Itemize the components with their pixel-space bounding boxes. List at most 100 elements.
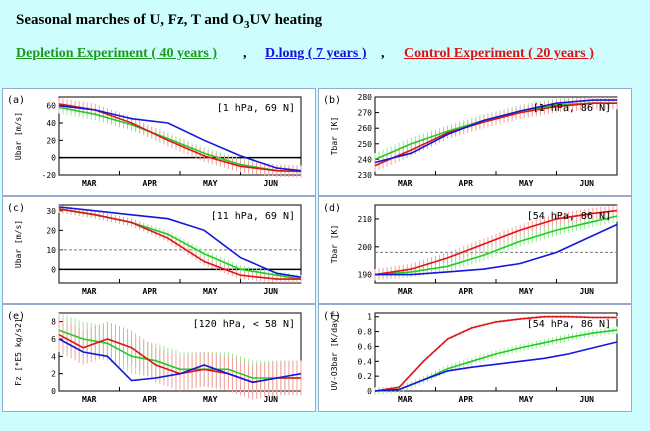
chart-b: 230 240 250 260 270 280 MAR APR MAY JUN (b) [1 hPa,…: [323, 93, 618, 188]
panel-e: 0 2 4 6 8 MAR APR MAY JUN (e) [120 hPa, < 58 N] Fz …: [2, 304, 316, 412]
y-tick-label: 10: [46, 246, 56, 255]
y-axis-label: UV-O3bar [K/day]: [330, 313, 339, 390]
panel-annotation: [54 hPa, 86 N]: [527, 211, 611, 222]
y-tick-label: 200: [358, 243, 373, 252]
chart-e: 0 2 4 6 8 MAR APR MAY JUN (e) [120 hPa, < 58 N] Fz …: [7, 311, 302, 404]
x-tick-label: MAR: [82, 395, 97, 404]
chart-f: 0 0.2 0.4 0.6 0.8 1 MAR APR MAY JUN (f) [54 hPa, 86…: [323, 311, 618, 404]
y-tick-label: 30: [46, 207, 56, 216]
y-tick-label: 20: [46, 226, 56, 235]
y-tick-label: 270: [358, 109, 373, 118]
legend-separator: ,: [243, 46, 247, 61]
x-tick-label: APR: [143, 395, 158, 404]
series-line-dlong: [374, 341, 618, 392]
x-tick-label: MAR: [82, 287, 97, 296]
x-tick-label: MAR: [398, 395, 413, 404]
panel-annotation: [1 hPa, 86 N]: [533, 103, 611, 114]
y-tick-label: 260: [358, 124, 373, 133]
page-title: Seasonal marches of U, Fz, T and O3UV he…: [16, 12, 323, 31]
series-line-dlong: [58, 338, 302, 384]
chart-d: 190 200 210 MAR APR MAY JUN (d) [54 hPa, 86 N] Tb…: [323, 203, 618, 296]
y-tick-label: 6: [51, 335, 56, 344]
series-line-dlong: [374, 99, 617, 164]
y-tick-label: 2: [51, 370, 56, 379]
y-axis-label: Ubar [m/s]: [14, 220, 23, 268]
x-tick-label: JUN: [264, 179, 279, 188]
panel-label: (e): [7, 311, 25, 322]
panel-c: 0 10 20 30 MAR APR MAY JUN (c) [11 hPa, 69 N] Ubar…: [2, 196, 316, 304]
panel-label: (c): [7, 203, 25, 214]
y-tick-label: 240: [358, 155, 373, 164]
y-axis-label: Fz [*E5 kg/s2]: [14, 318, 23, 385]
series-line-control: [58, 208, 301, 280]
legend-dlong: D.long ( 7 years ): [265, 46, 367, 61]
panel-a: -20 0 20 40 60 MAR APR MAY JUN (a) [1 hPa, 69 N] Ub…: [2, 88, 316, 196]
y-tick-label: 280: [358, 93, 373, 102]
panel-label: (d): [323, 203, 341, 214]
x-tick-label: MAY: [203, 179, 218, 188]
y-tick-label: 0.6: [358, 342, 373, 351]
x-tick-label: MAY: [519, 179, 534, 188]
y-tick-label: 190: [358, 271, 373, 280]
legend-control: Control Experiment ( 20 years ): [404, 46, 594, 61]
y-axis-label: Ubar [m/s]: [14, 112, 23, 160]
panel-label: (a): [7, 95, 25, 106]
legend-depletion: Depletion Experiment ( 40 years ): [16, 46, 218, 61]
panel-label: (b): [323, 95, 341, 106]
x-tick-label: JUN: [580, 395, 595, 404]
panel-f: 0 0.2 0.4 0.6 0.8 1 MAR APR MAY JUN (f) [54 hPa, 86…: [318, 304, 632, 412]
y-tick-label: 0: [51, 154, 56, 163]
y-tick-label: 0.8: [358, 328, 373, 337]
series-line-dlong: [58, 206, 302, 278]
panel-label: (f): [323, 311, 341, 322]
chart-c: 0 10 20 30 MAR APR MAY JUN (c) [11 hPa, 69 N] Ubar…: [7, 203, 302, 296]
y-tick-label: 0: [51, 265, 56, 274]
y-tick-label: 4: [51, 352, 56, 361]
x-tick-label: JUN: [264, 395, 279, 404]
y-tick-label: 250: [358, 140, 373, 149]
y-tick-label: 210: [358, 215, 373, 224]
series-line-control: [374, 209, 618, 276]
y-tick-label: 0: [51, 387, 56, 396]
y-tick-label: 8: [51, 318, 56, 327]
series-line-control: [374, 315, 617, 392]
x-tick-label: APR: [459, 287, 474, 296]
y-tick-label: 40: [46, 119, 56, 128]
y-axis-label: Tbar [K]: [330, 117, 339, 156]
x-tick-label: APR: [143, 179, 158, 188]
panel-d: 190 200 210 MAR APR MAY JUN (d) [54 hPa, 86 N] Tb…: [318, 196, 632, 304]
x-tick-label: MAY: [519, 395, 534, 404]
x-tick-label: APR: [143, 287, 158, 296]
x-tick-label: MAY: [203, 287, 218, 296]
legend-separator: ,: [381, 46, 385, 61]
panel-annotation: [1 hPa, 69 N]: [217, 103, 295, 114]
panel-b: 230 240 250 260 270 280 MAR APR MAY JUN (b) [1 hPa,…: [318, 88, 632, 196]
y-tick-label: 60: [46, 102, 56, 111]
y-tick-label: 0: [367, 387, 372, 396]
x-tick-label: MAR: [398, 287, 413, 296]
series-line-depletion: [374, 215, 618, 276]
panel-annotation: [54 hPa, 86 N]: [527, 319, 611, 330]
y-tick-label: 20: [46, 136, 56, 145]
y-tick-label: 0.4: [358, 357, 373, 366]
y-tick-label: 230: [358, 171, 373, 180]
chart-a: -20 0 20 40 60 MAR APR MAY JUN (a) [1 hPa, 69 N] Ub…: [7, 95, 302, 188]
x-tick-label: MAR: [398, 179, 413, 188]
y-tick-label: -20: [42, 171, 57, 180]
series-line-dlong: [58, 104, 302, 172]
x-tick-label: APR: [459, 179, 474, 188]
y-tick-label: 1: [367, 313, 372, 322]
x-tick-label: JUN: [580, 179, 595, 188]
x-tick-label: JUN: [580, 287, 595, 296]
x-tick-label: MAY: [203, 395, 218, 404]
x-tick-label: JUN: [264, 287, 279, 296]
panel-annotation: [11 hPa, 69 N]: [211, 211, 295, 222]
y-tick-label: 0.2: [358, 372, 373, 381]
x-tick-label: MAY: [519, 287, 534, 296]
x-tick-label: MAR: [82, 179, 97, 188]
y-axis-label: Tbar [K]: [330, 225, 339, 264]
series-line-control: [374, 102, 617, 167]
x-tick-label: APR: [459, 395, 474, 404]
series-line-dlong: [375, 223, 618, 276]
panel-annotation: [120 hPa, < 58 N]: [193, 319, 295, 330]
